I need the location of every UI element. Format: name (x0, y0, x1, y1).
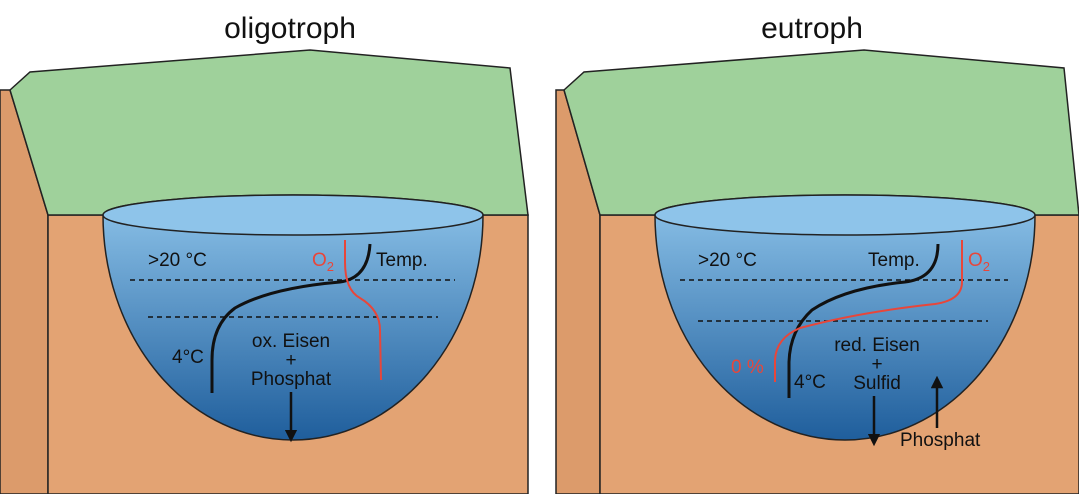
sediment-label-line1: red. Eisen (834, 335, 920, 356)
sediment-label-plus: + (285, 350, 296, 371)
phosphate-release-label: Phosphat (900, 430, 981, 451)
epilimnion-temp-label: >20 °C (148, 250, 207, 271)
temperature-label: Temp. (376, 250, 428, 271)
temperature-curve (210, 243, 372, 393)
sediment-label-line1: ox. Eisen (252, 331, 330, 352)
panel-oligotroph: oligotroph >20 °C O2 Temp. 4°C ox. Eisen… (0, 12, 529, 494)
oxygen-label: O2 (312, 250, 334, 274)
oxygen-zero-label: 0 % (731, 357, 764, 378)
hypolimnion-temp-label: 4°C (172, 347, 204, 368)
panel-title: eutroph (761, 12, 863, 45)
oxygen-label-subscript: 2 (983, 259, 990, 274)
panel-eutroph: eutroph >20 °C Temp. O2 0 % 4°C red. Eis… (555, 12, 1079, 494)
lake-surface (102, 194, 484, 236)
sediment-label-plus: + (871, 354, 882, 375)
sediment-label-line2: Sulfid (853, 373, 901, 394)
panel-title: oligotroph (224, 12, 356, 45)
temperature-curve (787, 243, 940, 398)
oxygen-label-text: O (312, 250, 327, 271)
grass-surface (563, 49, 1079, 216)
hypolimnion-temp-label: 4°C (794, 372, 826, 393)
temperature-label: Temp. (868, 250, 920, 271)
oxygen-curve (344, 240, 382, 381)
oxygen-label-subscript: 2 (327, 259, 334, 274)
oxygen-curve (774, 240, 963, 382)
epilimnion-temp-label: >20 °C (698, 250, 757, 271)
sediment-label-line2: Phosphat (251, 369, 332, 390)
grass-surface (9, 49, 529, 216)
lake-surface (654, 194, 1036, 236)
oxygen-label: O2 (968, 250, 990, 274)
oxygen-label-text: O (968, 250, 983, 271)
